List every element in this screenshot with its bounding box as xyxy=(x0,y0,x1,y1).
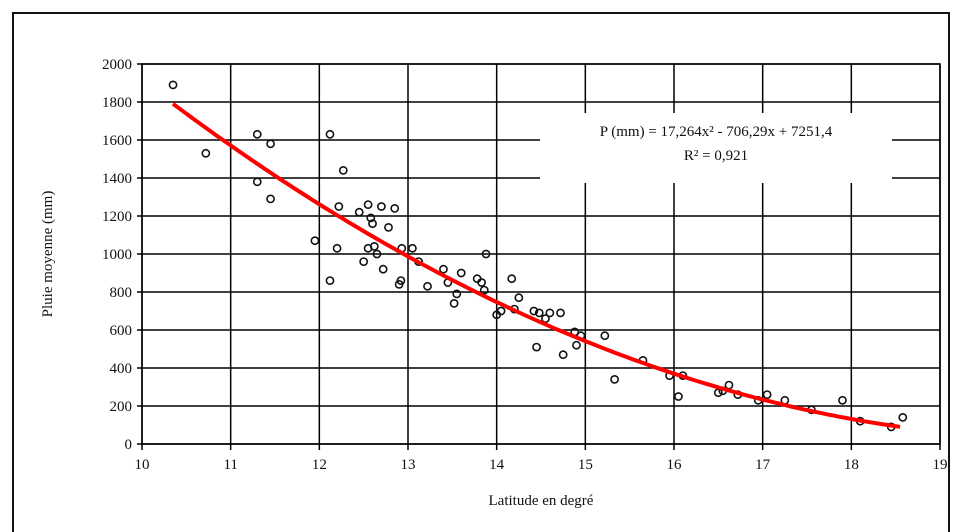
y-tick-label: 200 xyxy=(110,399,133,415)
data-point xyxy=(266,139,275,149)
data-point xyxy=(396,276,406,285)
data-point xyxy=(439,264,448,274)
x-tick-labels: 10 11 12 13 14 15 16 17 18 19 xyxy=(135,457,948,473)
data-point xyxy=(359,257,369,266)
data-point xyxy=(456,268,466,278)
y-tick-label: 2000 xyxy=(102,57,132,73)
equation-box xyxy=(540,113,892,183)
y-tick-label: 1600 xyxy=(102,133,132,149)
data-point xyxy=(534,308,544,318)
data-point xyxy=(452,289,462,299)
data-point xyxy=(369,241,379,251)
data-point xyxy=(481,249,491,259)
data-point xyxy=(252,129,262,139)
data-point xyxy=(545,308,555,318)
y-tick-label: 1000 xyxy=(102,247,132,263)
data-point xyxy=(376,202,386,211)
data-point xyxy=(674,392,683,401)
x-tick-label: 17 xyxy=(755,457,771,473)
y-tick-label: 400 xyxy=(110,361,133,377)
equation-text: P (mm) = 17,264x² - 706,29x + 7251,4 xyxy=(600,124,833,140)
data-point xyxy=(354,207,364,217)
data-point xyxy=(384,222,393,232)
data-point xyxy=(332,243,342,253)
data-point xyxy=(378,264,388,274)
chart-frame xyxy=(12,12,950,532)
data-point xyxy=(477,278,486,287)
data-point xyxy=(408,243,417,253)
x-tick-label: 12 xyxy=(312,457,327,473)
y-tick-label: 1200 xyxy=(102,209,132,225)
data-point xyxy=(600,331,610,341)
data-point xyxy=(724,380,734,390)
data-point xyxy=(325,129,335,139)
data-point xyxy=(372,249,382,259)
data-point xyxy=(529,306,539,316)
x-tick-label: 19 xyxy=(933,457,948,473)
y-tick-label: 1400 xyxy=(102,171,132,187)
data-point xyxy=(252,177,262,187)
data-point xyxy=(496,306,506,316)
data-point xyxy=(338,165,348,175)
y-tick-label: 800 xyxy=(110,285,133,301)
y-tick-labels: 0 200 400 600 800 1000 1200 1400 1600 1800 2000 xyxy=(102,57,132,453)
data-point xyxy=(168,80,178,90)
trend-line xyxy=(171,102,901,429)
data-point xyxy=(838,395,847,405)
data-point xyxy=(266,194,275,204)
data-point xyxy=(201,148,211,158)
data-point xyxy=(368,219,377,228)
data-point xyxy=(610,374,619,384)
data-point xyxy=(334,202,344,211)
x-tick-label: 14 xyxy=(489,457,505,473)
data-point xyxy=(556,308,565,318)
x-tick-label: 11 xyxy=(223,457,237,473)
data-point xyxy=(363,200,373,209)
data-point xyxy=(762,390,772,399)
x-tick-label: 16 xyxy=(667,457,683,473)
y-tick-label: 0 xyxy=(125,437,133,453)
data-point xyxy=(514,293,524,303)
data-point xyxy=(532,342,541,352)
x-axis-label: Latitude en degré xyxy=(489,493,594,509)
data-point xyxy=(507,274,517,284)
data-point xyxy=(479,285,489,295)
x-tick-label: 13 xyxy=(401,457,416,473)
data-point xyxy=(898,412,908,422)
y-tick-label: 1800 xyxy=(102,95,132,111)
data-point xyxy=(423,281,432,291)
data-point xyxy=(366,213,376,223)
x-tick-label: 18 xyxy=(844,457,859,473)
scatter-chart: 0 200 400 600 800 1000 1200 1400 1600 1800 2000 10… xyxy=(40,57,948,509)
x-tick-label: 10 xyxy=(135,457,150,473)
data-point xyxy=(390,203,400,213)
data-point xyxy=(325,276,335,285)
data-point xyxy=(449,298,459,308)
y-axis-label: Pluie moyenne (mm) xyxy=(40,191,56,318)
data-point xyxy=(558,350,568,360)
r-squared-text: R² = 0,921 xyxy=(684,148,748,164)
x-tick-label: 15 xyxy=(578,457,593,473)
data-point xyxy=(310,236,320,246)
data-point xyxy=(572,340,581,350)
plot-area xyxy=(141,63,941,445)
y-tick-label: 600 xyxy=(110,323,133,339)
